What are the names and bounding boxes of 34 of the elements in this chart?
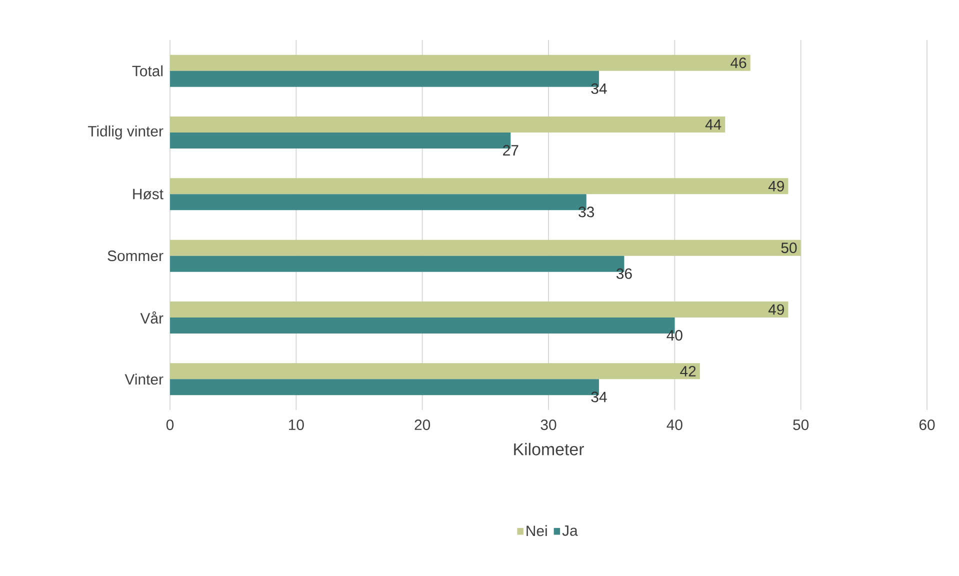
data-label: 34 xyxy=(591,392,607,402)
x-tick-label: 50 xyxy=(793,419,809,430)
data-label: 36 xyxy=(616,268,632,279)
bar xyxy=(170,302,788,318)
x-tick-label: 40 xyxy=(666,419,682,430)
data-label: 27 xyxy=(503,145,518,156)
bar xyxy=(170,116,726,132)
bar xyxy=(170,178,788,194)
data-label: 42 xyxy=(680,366,696,376)
data-label: 33 xyxy=(578,206,594,218)
y-tick-label: Vår xyxy=(140,311,164,324)
x-tick-label: 0 xyxy=(166,419,174,430)
bar xyxy=(170,240,801,256)
y-tick-label: Tidlig vinter xyxy=(88,126,164,140)
x-axis-title: Kilometer xyxy=(514,442,584,456)
data-label: 34 xyxy=(591,83,607,94)
data-label: 44 xyxy=(705,119,722,130)
x-tick-label: 20 xyxy=(414,419,430,430)
bar xyxy=(170,363,700,380)
data-label: 46 xyxy=(730,58,746,68)
y-tick-label: Total xyxy=(132,65,162,76)
data-label: 49 xyxy=(768,304,784,315)
x-tick-label: 30 xyxy=(540,419,556,430)
legend-label: Ja xyxy=(562,525,578,536)
data-label: 49 xyxy=(768,180,784,192)
y-tick-label: Sommer xyxy=(108,250,164,262)
legend-label: Nei xyxy=(526,525,547,536)
data-label: 50 xyxy=(781,242,797,254)
x-tick-label: 10 xyxy=(289,419,304,430)
x-tick-label: 60 xyxy=(919,419,935,430)
y-tick-label: Vinter xyxy=(124,374,164,385)
data-label: 40 xyxy=(666,330,682,341)
y-tick-label: Høst xyxy=(133,188,164,200)
bar xyxy=(170,54,750,71)
